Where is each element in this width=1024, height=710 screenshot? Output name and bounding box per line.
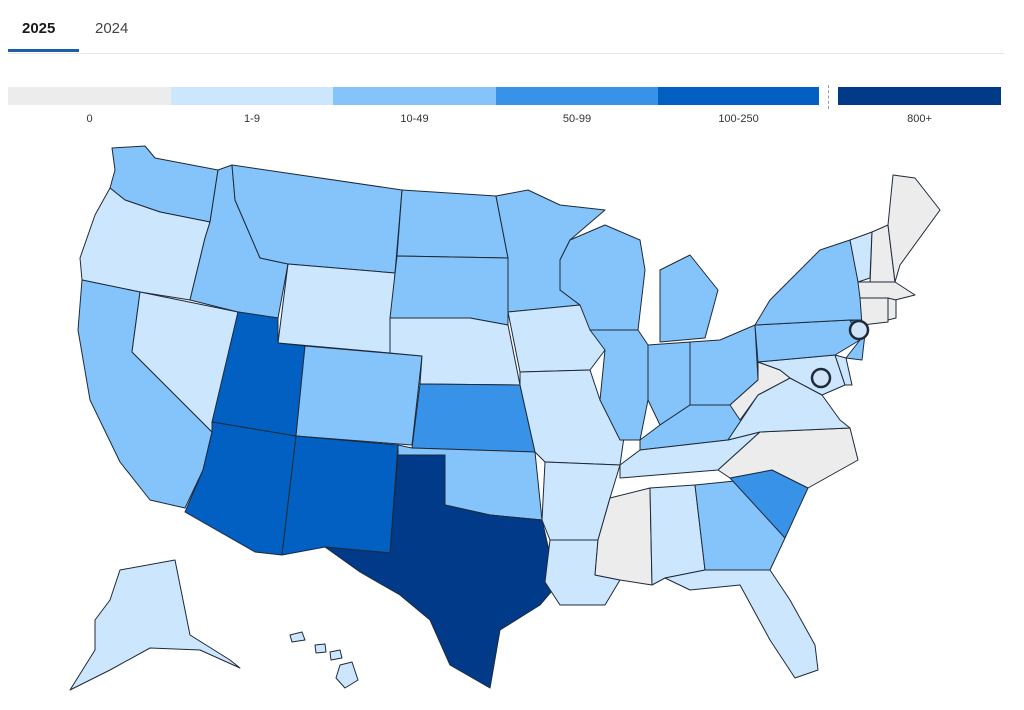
legend-swatch-1-9 [171,87,333,105]
map-legend: 0 1-9 10-49 50-99 100-250 800+ [8,85,1004,127]
legend-label-10-49: 10-49 [400,113,429,125]
state-connecticut[interactable]: Connecticut [859,297,889,326]
legend-label-800-plus: 800+ [907,113,932,125]
legend-swatch-800-plus [838,87,1001,105]
state-alaska[interactable]: Alaska [69,559,241,691]
state-delaware[interactable]: Delaware [834,354,853,386]
tab-2025[interactable]: 2025 [8,20,79,52]
year-tabs: 2025 2024 [8,0,1004,54]
state-texas[interactable]: Texas [324,454,558,689]
legend-label-0: 0 [86,113,93,125]
state-massachusetts[interactable]: Massachusetts [857,281,916,301]
legend-divider [828,85,829,109]
city-marker-washington-dc[interactable] [810,367,832,389]
legend-label-100-250: 100-250 [718,113,759,125]
state-maine[interactable]: Maine [887,174,941,283]
legend-label-1-9: 1-9 [244,113,260,125]
legend-swatch-100-250 [658,87,819,105]
state-wyoming[interactable]: Wyoming [277,263,396,354]
state-south-dakota[interactable]: South Dakota [389,255,509,326]
legend-label-50-99: 50-99 [562,113,592,125]
legend-swatch-50-99 [496,87,658,105]
legend-swatch-0 [8,87,171,105]
state-wisconsin[interactable]: Wisconsin [559,224,646,331]
state-pennsylvania[interactable]: Pennsylvania [754,319,861,363]
state-hawaii[interactable]: Hawaii [289,631,359,689]
state-north-dakota[interactable]: North Dakota [396,189,509,259]
state-new-mexico[interactable]: New Mexico [281,435,399,556]
state-colorado[interactable]: Colorado [295,345,423,446]
state-new-york[interactable]: New York [754,239,869,326]
us-map: Washington Oregon California Nevada Idah… [69,145,941,691]
state-iowa[interactable]: Iowa [507,304,606,373]
state-michigan[interactable]: Michigan [659,254,719,343]
state-rhode-island[interactable]: Rhode Island [887,297,897,321]
legend-swatch-10-49 [333,87,496,105]
tab-2024[interactable]: 2024 [95,20,129,37]
city-marker-new-york[interactable] [848,319,870,341]
state-kansas[interactable]: Kansas [411,383,536,453]
state-florida[interactable]: Florida [664,569,819,679]
